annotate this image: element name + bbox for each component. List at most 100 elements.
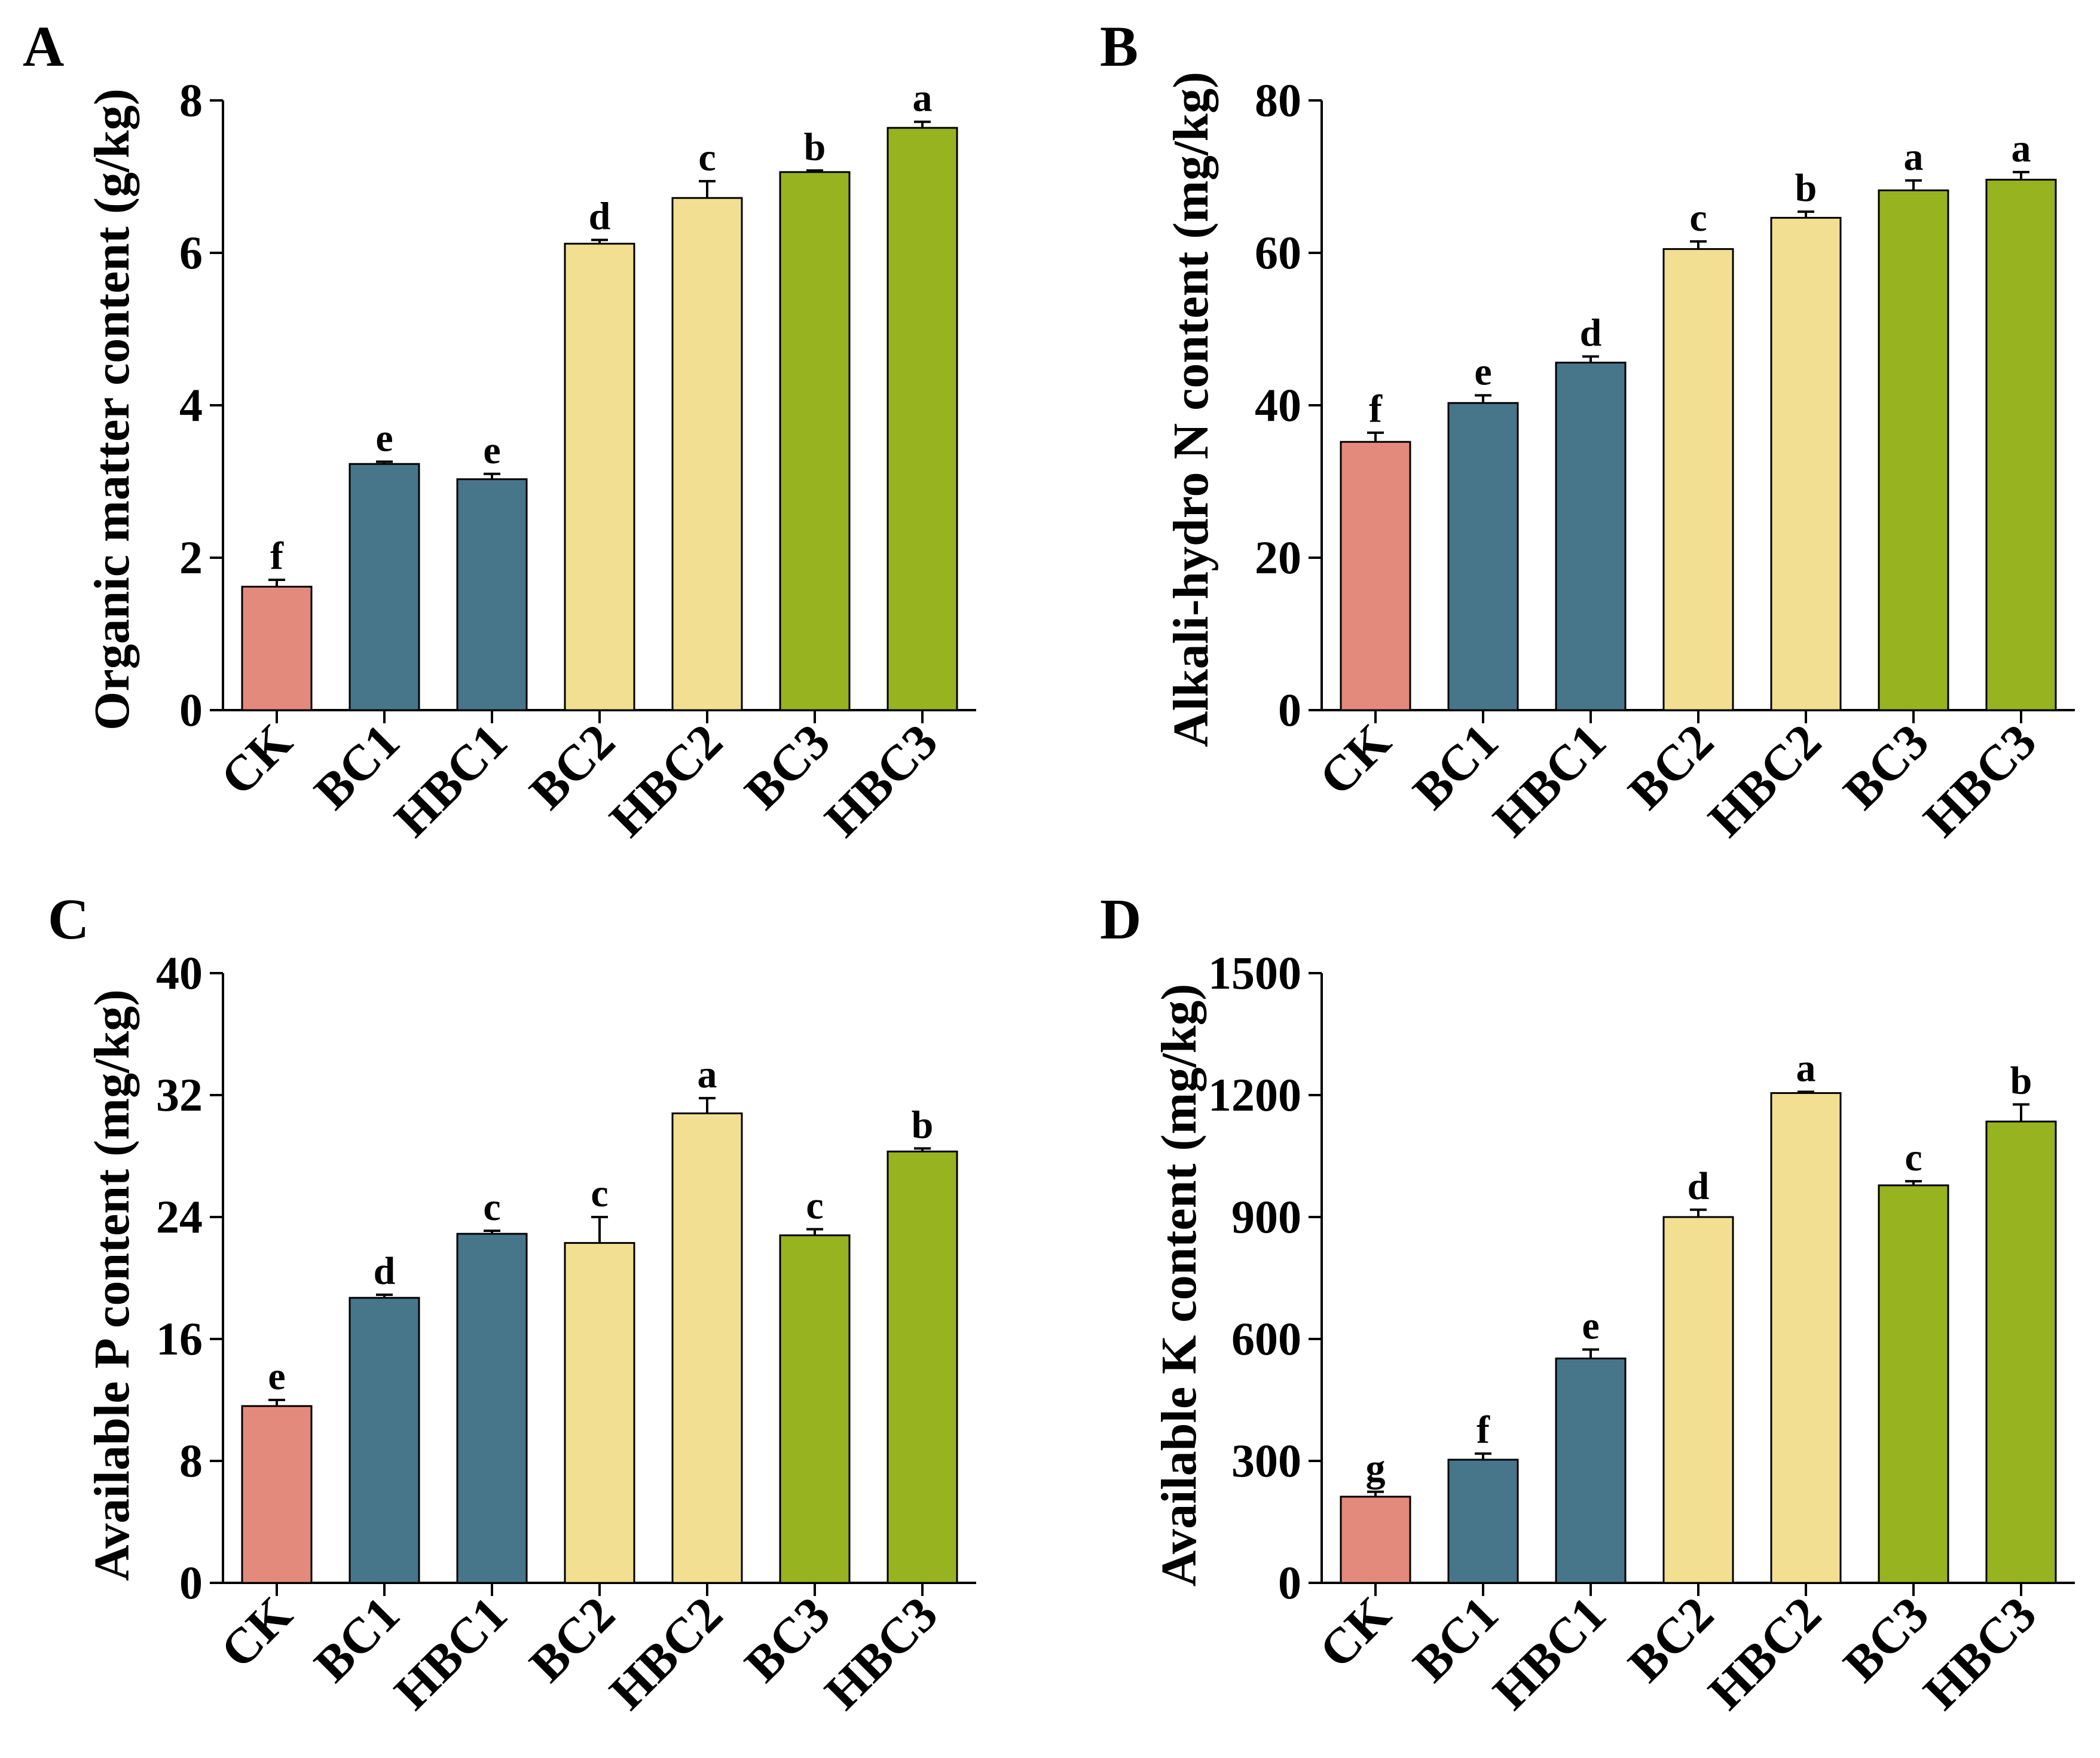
panel-a: A Organic matter content (g/kg) 0 2 4 6 8 f CK…	[23, 14, 976, 848]
bar-c-bc1	[349, 1297, 420, 1584]
y-axis-label-d: Available K content (mg/kg)	[1151, 984, 1207, 1587]
bar-b-ck	[1340, 441, 1411, 711]
bar-c-hbc2	[671, 1112, 743, 1584]
bar-c-bc3	[779, 1234, 851, 1584]
significance-letter-d-bc3: c	[1905, 1136, 1922, 1179]
bar-d-bc2	[1662, 1216, 1734, 1584]
error-bar-d-hbc2	[1798, 1090, 1814, 1093]
bar-d-bc1	[1447, 1459, 1519, 1584]
category-label-a-hbc3: HBC3	[814, 714, 948, 848]
significance-letter-b-bc2: c	[1689, 196, 1707, 240]
error-bar-b-hbc2	[1798, 210, 1814, 218]
bar-a-ck	[241, 585, 313, 711]
error-bar-c-bc2	[591, 1216, 608, 1243]
y-tick-label-a: 2	[179, 531, 203, 583]
category-label-d-hbc1: HBC1	[1482, 1586, 1616, 1720]
bar-b-bc3	[1878, 189, 1949, 711]
significance-letter-a-bc1: e	[375, 416, 393, 460]
bar-d-ck	[1340, 1496, 1411, 1584]
y-tick-label-b: 60	[1255, 227, 1301, 279]
error-bar-a-bc3	[806, 169, 823, 172]
y-axis-label-c: Available P content (mg/kg)	[84, 989, 140, 1581]
error-bar-d-bc1	[1475, 1452, 1491, 1460]
y-axis-label-a: Organic matter content (g/kg)	[84, 88, 140, 730]
bar-a-hbc2	[671, 197, 743, 711]
significance-letter-c-hbc1: c	[483, 1185, 500, 1229]
bar-b-hbc3	[1985, 179, 2057, 711]
panel-letter-c: C	[48, 887, 89, 951]
y-tick-label-d: 900	[1231, 1191, 1301, 1243]
significance-letter-c-hbc3: b	[912, 1103, 934, 1146]
category-label-d-hbc3: HBC3	[1913, 1586, 2047, 1720]
significance-letter-d-bc2: d	[1688, 1164, 1710, 1208]
category-label-b-hbc3: HBC3	[1913, 714, 2047, 848]
y-tick-label-a: 8	[179, 74, 203, 126]
error-bar-a-bc1	[376, 460, 393, 464]
bar-c-bc2	[564, 1242, 635, 1584]
y-tick-label-a: 6	[179, 227, 203, 279]
significance-letter-d-hbc3: b	[2010, 1059, 2032, 1103]
y-tick-label-c: 0	[179, 1557, 203, 1609]
significance-letter-a-hbc2: c	[698, 136, 716, 179]
significance-letter-b-ck: f	[1369, 387, 1383, 431]
error-bar-c-hbc1	[484, 1229, 500, 1234]
y-tick-label-b: 40	[1255, 379, 1301, 431]
significance-letter-b-hbc3: a	[2012, 127, 2031, 170]
category-label-a-hbc1: HBC1	[384, 714, 518, 848]
significance-letter-d-bc1: f	[1477, 1408, 1490, 1452]
significance-letter-c-bc1: d	[374, 1249, 396, 1293]
error-bar-a-hbc1	[484, 472, 500, 479]
significance-letter-a-hbc3: a	[913, 77, 933, 120]
error-bar-a-hbc3	[914, 120, 931, 128]
significance-letter-c-bc3: c	[806, 1184, 823, 1227]
y-tick-label-b: 20	[1255, 531, 1301, 583]
significance-letter-d-hbc2: a	[1796, 1047, 1816, 1090]
y-tick-label-b: 80	[1255, 74, 1301, 126]
category-label-a-ck: CK	[210, 714, 303, 806]
error-bar-d-hbc1	[1582, 1348, 1599, 1359]
y-tick-label-c: 24	[156, 1191, 203, 1243]
error-bar-b-ck	[1367, 431, 1384, 442]
y-tick-label-d: 0	[1278, 1557, 1301, 1609]
bar-b-hbc2	[1770, 216, 1842, 711]
bar-a-hbc1	[456, 478, 528, 711]
category-label-a-hbc2: HBC2	[599, 714, 733, 848]
bar-d-hbc3	[1985, 1120, 2057, 1584]
significance-letter-d-ck: g	[1366, 1447, 1386, 1490]
y-tick-label-a: 0	[179, 684, 203, 736]
error-bar-c-bc1	[376, 1294, 393, 1298]
category-label-b-ck: CK	[1309, 714, 1402, 806]
panel-d: D Available K content (mg/kg) 0 300 600 900…	[1100, 887, 2075, 1720]
significance-letter-c-bc2: c	[591, 1172, 608, 1215]
panel-c: C Available P content (mg/kg) 0 8 16 24 32 40…	[48, 887, 976, 1720]
panel-letter-a: A	[23, 14, 64, 78]
y-tick-label-a: 4	[179, 379, 203, 431]
error-bar-c-bc3	[806, 1228, 823, 1236]
panel-b: B Alkali-hydro N content (mg/kg) 0 20 40 60…	[1100, 14, 2075, 848]
error-bar-a-bc2	[591, 239, 608, 244]
significance-letter-b-hbc1: d	[1580, 311, 1602, 354]
error-bar-b-hbc3	[2013, 170, 2029, 180]
bar-b-bc2	[1662, 248, 1734, 711]
category-label-b-hbc2: HBC2	[1698, 714, 1832, 848]
panel-letter-b: B	[1100, 14, 1138, 78]
category-label-d-ck: CK	[1309, 1586, 1402, 1679]
significance-letter-c-ck: e	[268, 1355, 285, 1398]
significance-letter-a-hbc1: e	[483, 429, 500, 472]
error-bar-c-hbc2	[699, 1097, 716, 1114]
bar-a-bc1	[349, 463, 420, 711]
y-tick-label-c: 8	[179, 1435, 203, 1487]
error-bar-d-bc2	[1690, 1208, 1707, 1217]
bar-c-ck	[241, 1405, 313, 1584]
y-tick-label-d: 300	[1231, 1435, 1301, 1487]
bar-c-hbc3	[887, 1150, 958, 1584]
bar-d-hbc2	[1770, 1092, 1842, 1584]
category-label-c-ck: CK	[210, 1586, 303, 1679]
bar-a-bc3	[779, 171, 851, 711]
bar-b-bc1	[1447, 402, 1519, 711]
significance-letter-d-hbc1: e	[1582, 1304, 1599, 1348]
error-bar-b-hbc1	[1582, 355, 1599, 363]
error-bar-c-ck	[268, 1399, 285, 1407]
significance-letter-b-hbc2: b	[1795, 166, 1817, 210]
